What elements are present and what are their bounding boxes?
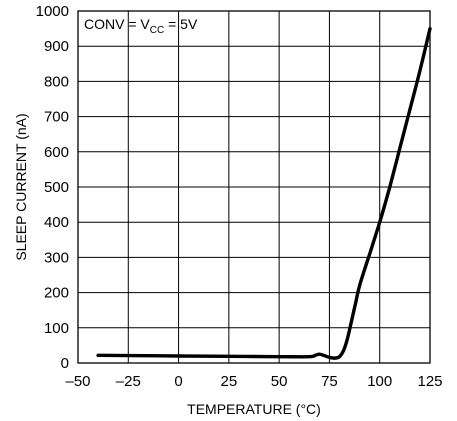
- y-axis-title: SLEEP CURRENT (nA): [13, 113, 29, 260]
- x-axis-title: TEMPERATURE (°C): [187, 401, 321, 417]
- x-tick-label: –50: [65, 373, 90, 390]
- x-tick-label: –25: [116, 373, 141, 390]
- x-tick-label: 125: [417, 373, 442, 390]
- condition-annotation: CONV = VCC = 5V: [84, 16, 198, 36]
- sleep-current-series-line: [96, 26, 432, 360]
- y-tick-label: 400: [44, 214, 69, 231]
- y-tick-label: 1000: [36, 3, 69, 20]
- y-axis-ticks: 0 100 200 300 400 500 600 700 800 900 1000: [36, 3, 69, 372]
- x-tick-label: 50: [271, 373, 288, 390]
- x-tick-label: 25: [221, 373, 238, 390]
- plot-frame: [77, 10, 431, 364]
- y-tick-label: 900: [44, 38, 69, 55]
- y-tick-label: 0: [61, 355, 69, 372]
- y-tick-label: 300: [44, 249, 69, 266]
- x-tick-label: 0: [174, 373, 182, 390]
- y-tick-label: 700: [44, 109, 69, 126]
- x-tick-label: 75: [321, 373, 338, 390]
- y-tick-label: 100: [44, 320, 69, 337]
- x-tick-label: 100: [367, 373, 392, 390]
- x-axis-ticks: –50 –25 0 25 50 75 100 125: [65, 373, 442, 390]
- y-tick-label: 600: [44, 144, 69, 161]
- grid-lines: [78, 11, 430, 363]
- y-tick-label: 500: [44, 179, 69, 196]
- y-tick-label: 800: [44, 73, 69, 90]
- y-tick-label: 200: [44, 285, 69, 302]
